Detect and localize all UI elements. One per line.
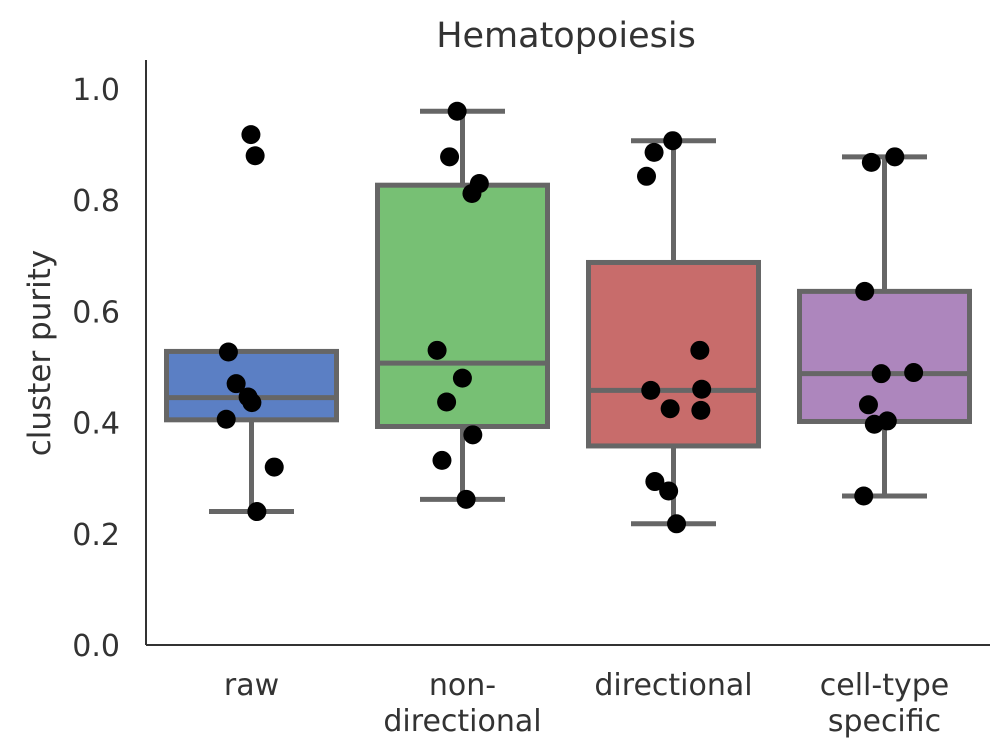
data-point <box>645 472 665 492</box>
data-point <box>447 101 467 121</box>
y-axis: 0.0 0.2 0.4 0.6 0.8 1.0 <box>72 60 147 664</box>
data-point <box>864 414 884 434</box>
data-point <box>885 147 905 167</box>
data-point <box>667 514 687 534</box>
box-rect <box>375 182 550 429</box>
data-point <box>855 281 875 301</box>
y-tick-label: 0.0 <box>72 629 120 664</box>
x-tick-label: directional <box>594 668 752 703</box>
x-tick-label: non- <box>429 668 496 703</box>
data-point <box>437 392 457 412</box>
data-point <box>641 380 661 400</box>
data-point <box>462 184 482 204</box>
x-tick-label: cell-type <box>820 668 949 703</box>
box-rect <box>586 259 761 449</box>
data-point <box>659 481 679 501</box>
data-point <box>247 502 267 522</box>
data-point <box>427 340 447 360</box>
data-point <box>858 395 878 415</box>
box-rect <box>797 288 972 424</box>
data-point <box>691 400 711 420</box>
data-point <box>452 368 472 388</box>
data-point <box>432 450 452 470</box>
data-point <box>904 363 924 383</box>
data-point <box>637 166 657 186</box>
y-tick-label: 0.8 <box>72 184 120 219</box>
data-points <box>216 101 924 534</box>
box-2 <box>586 138 761 527</box>
data-point <box>241 125 261 145</box>
data-point <box>218 342 238 362</box>
data-point <box>692 379 712 399</box>
data-point <box>463 425 483 445</box>
box-1 <box>375 108 550 502</box>
data-point <box>440 147 460 167</box>
data-point <box>216 409 236 429</box>
x-axis: raw non-directional directional cell-typesp… <box>146 644 990 739</box>
x-tick-label: raw <box>224 668 279 703</box>
data-point <box>690 340 710 360</box>
box-3 <box>797 154 972 499</box>
data-point <box>644 142 664 162</box>
x-tick-label: specific <box>828 704 941 739</box>
data-point <box>854 486 874 506</box>
data-point <box>264 457 284 477</box>
y-tick-label: 0.6 <box>72 295 120 330</box>
box-group <box>164 108 972 527</box>
y-axis-label: cluster purity <box>22 250 58 456</box>
data-point <box>660 399 680 419</box>
data-point <box>226 374 246 394</box>
data-point <box>861 152 881 172</box>
data-point <box>663 131 683 151</box>
x-tick-label: directional <box>383 704 541 739</box>
y-tick-label: 0.4 <box>72 407 120 442</box>
data-point <box>871 364 891 384</box>
data-point <box>242 393 262 413</box>
chart-title: Hematopoiesis <box>436 16 696 56</box>
data-point <box>456 489 476 509</box>
y-tick-label: 0.2 <box>72 518 120 553</box>
box-0 <box>164 149 339 515</box>
y-tick-label: 1.0 <box>72 73 120 108</box>
data-point <box>245 146 265 166</box>
